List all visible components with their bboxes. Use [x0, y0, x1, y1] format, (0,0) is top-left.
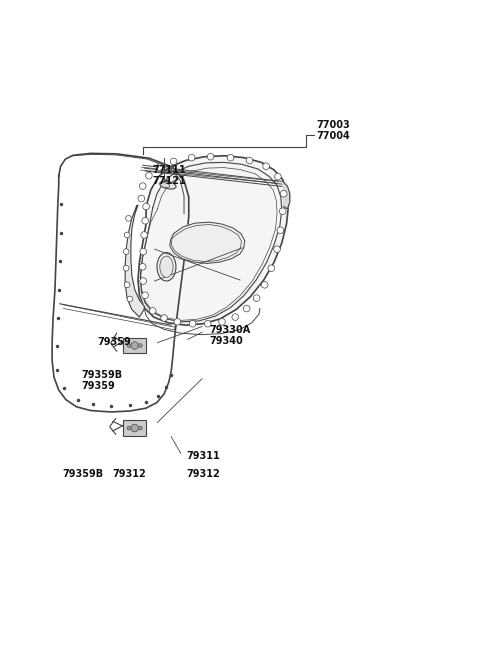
- Circle shape: [261, 282, 268, 288]
- Text: 77111
77121: 77111 77121: [152, 165, 186, 186]
- Circle shape: [131, 342, 138, 349]
- Circle shape: [227, 155, 234, 161]
- Circle shape: [142, 217, 148, 224]
- Circle shape: [127, 344, 131, 347]
- Polygon shape: [283, 181, 290, 209]
- Text: 79359B
79359: 79359B 79359: [81, 370, 122, 391]
- Ellipse shape: [160, 256, 173, 278]
- Circle shape: [149, 308, 156, 314]
- Polygon shape: [138, 156, 288, 325]
- Circle shape: [279, 208, 286, 215]
- Text: 79312: 79312: [113, 469, 146, 479]
- Circle shape: [123, 265, 129, 271]
- Circle shape: [243, 305, 250, 312]
- Text: 79359: 79359: [97, 337, 132, 346]
- Ellipse shape: [160, 181, 176, 189]
- Polygon shape: [170, 222, 245, 263]
- Text: 79359B: 79359B: [62, 469, 103, 479]
- Circle shape: [145, 172, 152, 179]
- Circle shape: [219, 318, 225, 325]
- Circle shape: [268, 265, 275, 272]
- Text: 77003
77004: 77003 77004: [316, 121, 349, 141]
- Circle shape: [127, 296, 133, 302]
- Circle shape: [138, 344, 142, 347]
- Circle shape: [124, 232, 130, 238]
- Text: 79311: 79311: [187, 451, 221, 461]
- Ellipse shape: [157, 253, 176, 281]
- Text: 79312: 79312: [187, 469, 221, 479]
- Circle shape: [141, 232, 147, 238]
- Circle shape: [138, 426, 142, 430]
- Circle shape: [126, 215, 132, 221]
- Bar: [123, 338, 146, 353]
- Circle shape: [274, 246, 280, 253]
- Circle shape: [156, 164, 163, 170]
- Circle shape: [246, 157, 253, 164]
- Circle shape: [143, 203, 149, 210]
- Text: 79330A
79340: 79330A 79340: [209, 325, 251, 346]
- Circle shape: [123, 249, 129, 254]
- Circle shape: [140, 248, 146, 255]
- Circle shape: [139, 183, 146, 189]
- Circle shape: [161, 314, 168, 322]
- Circle shape: [127, 426, 131, 430]
- Circle shape: [138, 195, 144, 202]
- Circle shape: [174, 318, 180, 325]
- Circle shape: [263, 163, 269, 170]
- Circle shape: [280, 191, 287, 197]
- Circle shape: [277, 227, 284, 234]
- Polygon shape: [52, 153, 189, 412]
- Circle shape: [170, 158, 177, 165]
- Circle shape: [189, 320, 196, 327]
- Circle shape: [142, 292, 148, 299]
- Bar: [123, 421, 146, 436]
- Circle shape: [139, 263, 146, 270]
- Circle shape: [204, 320, 211, 327]
- Circle shape: [275, 174, 281, 180]
- Circle shape: [253, 295, 260, 301]
- Circle shape: [131, 424, 138, 432]
- Ellipse shape: [160, 183, 170, 188]
- Circle shape: [188, 155, 195, 161]
- Polygon shape: [125, 205, 145, 317]
- Circle shape: [140, 278, 146, 284]
- Circle shape: [124, 282, 130, 288]
- Circle shape: [232, 314, 239, 320]
- Circle shape: [207, 153, 214, 160]
